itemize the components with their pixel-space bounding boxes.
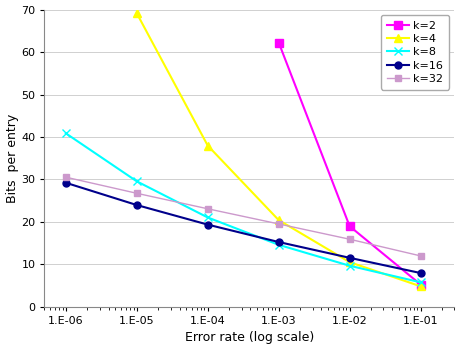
k=4 (205, 144, 210, 148)
k=2 (417, 282, 422, 287)
k=32 (275, 222, 281, 226)
Line: k=4: k=4 (132, 9, 424, 290)
Line: k=2: k=2 (274, 38, 424, 289)
k=4 (134, 11, 139, 15)
k=2 (275, 40, 281, 44)
k=8 (275, 243, 281, 247)
Legend: k=2, k=4, k=8, k=16, k=32: k=2, k=4, k=8, k=16, k=32 (381, 15, 448, 90)
k=16 (205, 223, 210, 227)
k=4 (417, 284, 422, 288)
k=8 (63, 131, 68, 135)
k=32 (346, 237, 352, 241)
k=4 (346, 260, 352, 264)
k=8 (134, 179, 139, 183)
X-axis label: Error rate (log scale): Error rate (log scale) (185, 331, 313, 344)
k=32 (63, 175, 68, 179)
k=4 (275, 218, 281, 222)
k=32 (205, 207, 210, 211)
k=16 (346, 256, 352, 260)
k=8 (417, 280, 422, 285)
Line: k=8: k=8 (62, 129, 424, 287)
k=16 (63, 181, 68, 185)
k=16 (134, 203, 139, 207)
k=16 (275, 240, 281, 244)
Line: k=16: k=16 (62, 179, 423, 276)
k=32 (417, 254, 422, 258)
k=8 (346, 264, 352, 268)
k=2 (346, 224, 352, 228)
k=16 (417, 271, 422, 275)
Line: k=32: k=32 (63, 174, 422, 259)
k=8 (205, 215, 210, 219)
k=32 (134, 191, 139, 195)
Y-axis label: Bits  per entry: Bits per entry (6, 114, 18, 203)
